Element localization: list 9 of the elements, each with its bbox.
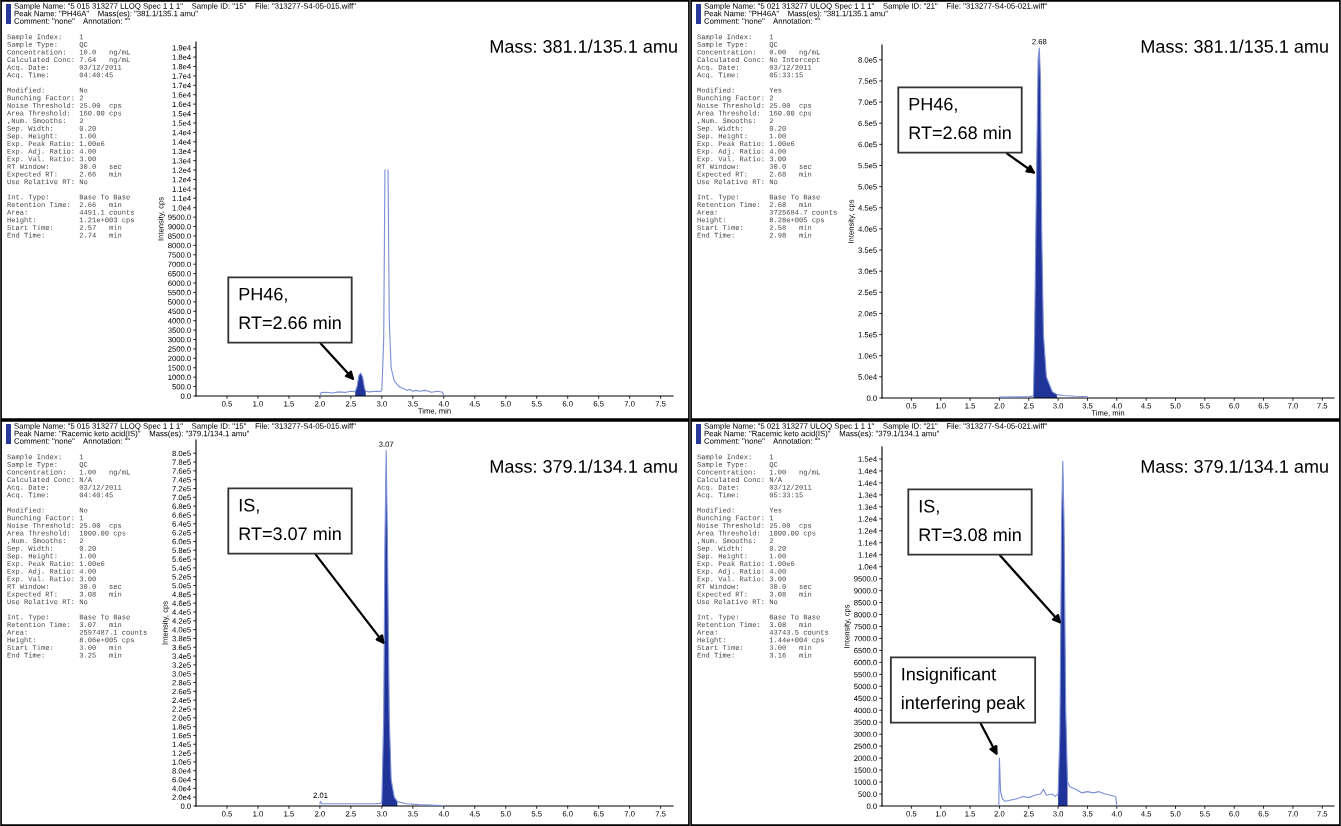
annotation: Mass: 379.1/134.1 amu <box>490 459 677 473</box>
annotation: IS, RT=3.08 min <box>919 499 1021 542</box>
annotation: PH46, RT=2.66 min <box>239 287 341 330</box>
annotation: IS, RT=3.07 min <box>239 498 341 541</box>
annotation: Mass: 379.1/134.1 amu <box>1141 459 1328 473</box>
annotation: Mass: 381.1/135.1 amu <box>490 39 677 53</box>
annotation: Insignificant interfering peak <box>901 667 1026 713</box>
annotation: Mass: 381.1/135.1 amu <box>1141 39 1328 53</box>
annotation: PH46, RT=2.68 min <box>909 97 1011 140</box>
